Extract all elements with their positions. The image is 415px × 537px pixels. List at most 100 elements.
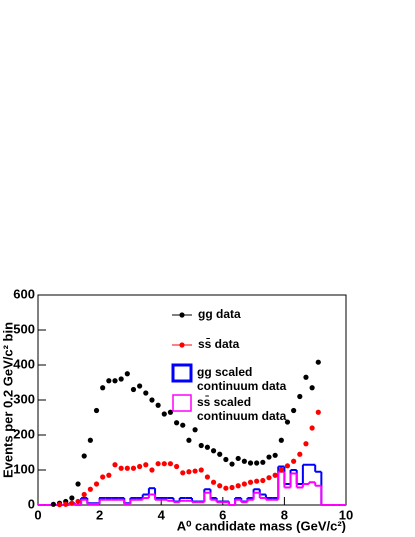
data-point <box>149 467 155 473</box>
data-point <box>204 474 210 480</box>
data-point <box>260 459 266 465</box>
data-point <box>272 452 278 458</box>
data-point <box>143 390 149 396</box>
x-tick-label: 2 <box>96 507 103 522</box>
data-point <box>174 420 180 426</box>
legend-label-box: gg scaled continuum data <box>197 365 287 393</box>
data-point <box>87 437 93 443</box>
data-point <box>210 448 217 454</box>
data-point <box>297 451 303 457</box>
data-point <box>93 481 100 487</box>
data-point <box>75 481 81 487</box>
y-tick-label: 0 <box>28 496 35 511</box>
data-point <box>112 462 118 468</box>
data-point <box>309 385 315 391</box>
data-point <box>266 475 272 481</box>
y-axis-label: Events per 0.2 GeV/c² bin <box>0 322 15 478</box>
y-tick-label: 500 <box>13 321 35 336</box>
data-point <box>161 461 167 467</box>
data-point <box>149 397 155 403</box>
data-point <box>266 454 272 460</box>
data-point <box>112 378 118 384</box>
data-point <box>198 467 204 473</box>
data-point <box>223 485 229 491</box>
data-point <box>198 442 204 449</box>
data-point <box>118 376 124 382</box>
data-point <box>100 385 106 391</box>
data-point <box>303 441 309 447</box>
data-point <box>143 462 149 468</box>
data-point <box>137 463 143 470</box>
data-point <box>69 495 75 501</box>
y-tick-label: 200 <box>13 426 35 441</box>
data-point <box>254 478 260 484</box>
data-point <box>130 465 137 471</box>
data-point <box>241 481 247 487</box>
data-point <box>272 472 278 478</box>
x-tick-label: 0 <box>34 507 41 522</box>
y-tick-label: 300 <box>13 391 35 406</box>
data-point <box>81 491 87 498</box>
legend-label: gg scaled continuum data <box>197 365 287 393</box>
data-point <box>186 437 192 443</box>
x-axis-label: A⁰ candidate mass (GeV/c²) <box>177 518 346 533</box>
data-point <box>210 479 217 485</box>
legend-swatch <box>172 394 192 412</box>
data-point <box>130 386 137 393</box>
y-tick-label: 100 <box>13 461 35 476</box>
data-point <box>186 469 192 475</box>
data-point <box>204 444 210 450</box>
legend-label-box: ss̄ scaled continuum data <box>197 395 286 423</box>
data-point <box>217 483 223 489</box>
data-point <box>50 501 57 507</box>
legend-label: gg data <box>198 307 241 321</box>
data-point <box>106 472 112 478</box>
plot-frame <box>37 294 347 506</box>
data-point <box>75 498 81 505</box>
x-tick-label: 10 <box>339 507 353 522</box>
data-point <box>217 451 223 457</box>
data-point <box>235 483 241 489</box>
data-point <box>180 470 186 476</box>
data-point <box>235 455 241 462</box>
data-point <box>180 422 186 428</box>
data-point <box>87 486 93 492</box>
data-point <box>284 463 291 469</box>
data-point <box>229 461 235 467</box>
x-tick-label: 4 <box>158 507 166 522</box>
data-point <box>229 484 235 491</box>
data-point <box>81 453 87 459</box>
data-point <box>247 460 254 466</box>
data-point <box>309 425 315 431</box>
data-point <box>155 461 161 467</box>
data-point <box>278 467 284 473</box>
data-point <box>241 458 247 464</box>
legend-marker <box>179 312 185 318</box>
data-point <box>63 501 69 507</box>
data-point <box>137 383 143 389</box>
y-tick-label: 600 <box>13 286 35 301</box>
data-point <box>291 407 297 414</box>
data-point <box>278 437 284 443</box>
data-point <box>192 468 198 474</box>
data-point <box>223 456 229 463</box>
legend-marker <box>179 342 185 348</box>
data-point <box>167 461 174 467</box>
data-point <box>192 427 198 433</box>
data-point <box>100 474 106 480</box>
data-point <box>56 502 63 508</box>
data-point <box>124 465 130 471</box>
data-point <box>284 419 291 425</box>
data-point <box>69 500 75 506</box>
data-point <box>124 371 130 377</box>
data-point <box>315 409 321 415</box>
data-point <box>297 393 303 400</box>
data-point <box>260 477 266 484</box>
data-point <box>93 407 100 414</box>
data-point <box>161 411 167 417</box>
x-tick-label: 6 <box>219 507 226 522</box>
legend-swatch <box>171 363 193 383</box>
x-tick-label: 8 <box>281 507 288 522</box>
